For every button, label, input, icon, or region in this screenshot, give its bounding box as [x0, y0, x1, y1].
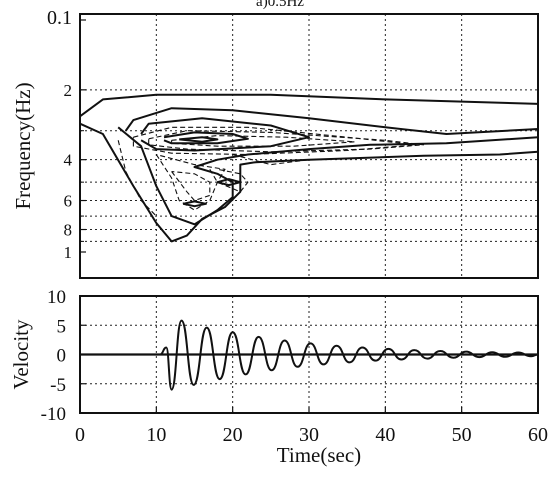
contour-solid-2	[117, 126, 539, 226]
contour-solid-14	[182, 200, 207, 208]
top-y-tick-label: 1	[64, 243, 73, 262]
contour-solid-3	[124, 107, 539, 135]
contour-dashed-8	[148, 130, 425, 153]
bottom-x-tick-label: 20	[223, 424, 243, 446]
top-y-tick-label: 8	[64, 221, 73, 240]
velocity-waveform	[157, 319, 539, 391]
contour-solid-5	[163, 131, 249, 145]
top-y-tick-label: 4	[64, 151, 73, 170]
bottom-x-tick-label: 10	[146, 424, 166, 446]
top-plot-frame	[79, 13, 539, 279]
bottom-x-tick-label: 30	[299, 424, 319, 446]
contour-solid-6	[179, 136, 219, 143]
bottom-x-tick-label: 50	[452, 424, 472, 446]
contour-dashed-15	[232, 153, 310, 166]
top-y-tick-label: 6	[64, 192, 73, 211]
contour-dashed-11	[171, 170, 211, 202]
contour-solid-0	[79, 93, 539, 118]
bottom-y-tick-label: -10	[41, 404, 66, 425]
bottom-y-tick-label: 0	[57, 346, 67, 367]
bottom-y-tick-label: -5	[50, 375, 66, 396]
bottom-x-tick-label: 40	[375, 424, 395, 446]
contour-dashed-9	[171, 135, 356, 147]
bottom-x-tick-label: 0	[75, 424, 85, 446]
bottom-y-tick-label: 10	[47, 287, 66, 308]
bottom-y-tick-label: 5	[57, 316, 67, 337]
contour-lines	[79, 93, 539, 243]
contour-solid-13	[217, 178, 242, 187]
top-y-tick-label: 2	[64, 81, 73, 100]
contour-dashed-16	[117, 140, 157, 217]
contour-dashed-7	[132, 126, 417, 156]
contour-dashed-10	[155, 153, 226, 211]
contour-solid-1	[79, 122, 539, 243]
bottom-x-tick-label: 60	[528, 424, 548, 446]
contour-dashed-12	[209, 168, 249, 193]
top-y-axis-label: Frequency(Hz)	[11, 82, 35, 209]
bottom-y-axis-label: Velocity	[9, 319, 33, 389]
spectrogram-chart: 0.1 2 4 6 8 1 Frequency(Hz)	[11, 7, 539, 279]
bottom-x-axis-label: Time(sec)	[277, 443, 361, 467]
panel-title: a)0.5Hz	[256, 0, 304, 10]
top-y-tick-label: 0.1	[47, 7, 72, 29]
contour-solid-4	[140, 117, 310, 152]
